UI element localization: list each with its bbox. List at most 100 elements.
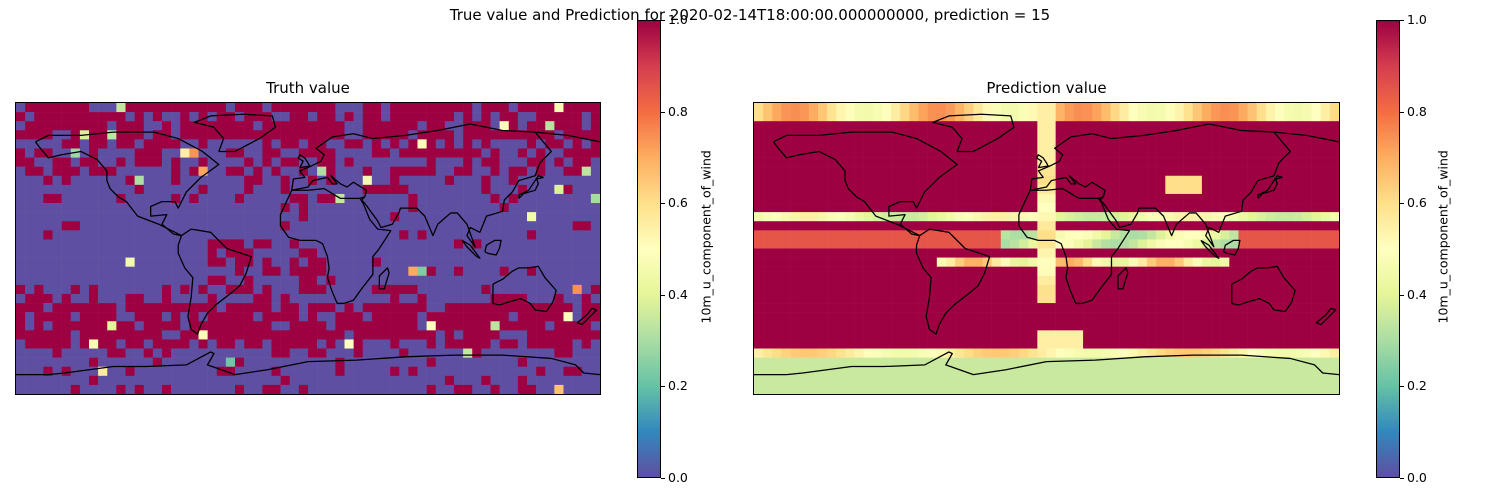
prediction-cell xyxy=(891,193,901,204)
truth-cell xyxy=(43,230,53,240)
prediction-cell xyxy=(1000,293,1011,304)
truth-cell xyxy=(508,148,519,158)
prediction-cell xyxy=(1192,148,1203,158)
truth-cell xyxy=(280,339,291,349)
truth-cell xyxy=(189,339,199,349)
truth-cell xyxy=(335,339,345,349)
truth-cell xyxy=(34,303,44,313)
truth-cell xyxy=(52,348,62,358)
prediction-cell xyxy=(1055,130,1066,140)
truth-cell xyxy=(89,193,99,204)
truth-cell xyxy=(253,384,263,394)
prediction-cell xyxy=(772,112,782,122)
colorbar-tick-label: 0.6 xyxy=(1407,195,1427,210)
truth-cell xyxy=(143,321,154,331)
prediction-cell xyxy=(1128,384,1139,394)
truth-cell xyxy=(171,275,181,286)
prediction-cell xyxy=(1128,348,1139,358)
truth-cell xyxy=(43,157,53,167)
truth-cell xyxy=(134,193,145,204)
prediction-cell xyxy=(827,130,837,140)
prediction-cell xyxy=(808,193,819,204)
truth-cell xyxy=(581,175,592,186)
prediction-cell xyxy=(1211,239,1221,249)
truth-cell xyxy=(16,357,26,367)
truth-cell xyxy=(527,275,537,286)
prediction-cell xyxy=(1046,248,1056,258)
truth-cell xyxy=(253,339,263,349)
prediction-cell xyxy=(1092,239,1102,249)
truth-cell xyxy=(435,139,446,149)
truth-cell xyxy=(289,193,300,204)
prediction-cell xyxy=(1128,175,1139,186)
truth-cell xyxy=(390,384,400,394)
prediction-cell xyxy=(1302,303,1312,313)
truth-coastline xyxy=(461,239,481,259)
truth-coastline xyxy=(378,267,390,290)
prediction-cell xyxy=(836,357,846,367)
prediction-cell xyxy=(918,375,928,386)
prediction-cell xyxy=(1265,148,1276,158)
prediction-cell xyxy=(763,148,773,158)
prediction-cell xyxy=(1265,175,1276,186)
truth-cell xyxy=(143,248,154,258)
prediction-cell xyxy=(1046,239,1056,249)
truth-cell xyxy=(298,221,309,231)
prediction-cell xyxy=(781,184,791,195)
truth-cell xyxy=(408,175,418,186)
prediction-cell xyxy=(1320,239,1331,249)
prediction-cell xyxy=(1211,184,1221,195)
prediction-cell xyxy=(973,130,983,140)
prediction-cell xyxy=(1073,212,1084,222)
truth-cell xyxy=(107,148,117,158)
truth-cell xyxy=(426,303,437,313)
truth-cell xyxy=(408,248,418,258)
truth-cell xyxy=(43,293,53,304)
prediction-cell xyxy=(1293,330,1303,340)
truth-cell xyxy=(162,303,172,313)
prediction-cell xyxy=(854,312,864,322)
truth-cell xyxy=(326,103,336,113)
truth-cell xyxy=(134,248,145,258)
truth-cell xyxy=(280,366,291,377)
truth-cell xyxy=(125,257,135,267)
truth-cell xyxy=(107,239,117,249)
truth-cell xyxy=(98,121,108,131)
truth-cell xyxy=(554,175,564,186)
prediction-cell xyxy=(1156,230,1166,240)
prediction-cell xyxy=(1000,303,1011,313)
truth-cell xyxy=(326,157,336,167)
prediction-cell xyxy=(881,103,892,113)
colorbar-tick-mark xyxy=(1400,112,1404,113)
truth-cell xyxy=(581,266,592,277)
prediction-cell xyxy=(1265,184,1276,195)
truth-cell xyxy=(435,148,446,158)
truth-cell xyxy=(143,275,154,286)
truth-cell xyxy=(572,275,583,286)
truth-cell xyxy=(189,121,199,131)
truth-cell xyxy=(180,166,190,177)
prediction-cell xyxy=(1019,148,1029,158)
truth-cell xyxy=(454,212,464,222)
truth-cell xyxy=(152,284,163,295)
truth-cell xyxy=(116,230,126,240)
prediction-cell xyxy=(1311,339,1321,349)
prediction-cell xyxy=(1110,175,1120,186)
prediction-cell xyxy=(1110,221,1120,231)
truth-cell xyxy=(454,257,464,267)
prediction-cell xyxy=(891,284,901,295)
truth-cell xyxy=(426,148,437,158)
truth-cell xyxy=(225,257,236,267)
truth-cell xyxy=(527,166,537,177)
prediction-cell xyxy=(1229,384,1239,394)
truth-cell xyxy=(280,321,291,331)
prediction-cell xyxy=(1028,130,1038,140)
truth-cell xyxy=(134,166,145,177)
prediction-cell xyxy=(1192,248,1203,258)
prediction-cell xyxy=(1073,248,1084,258)
prediction-cell xyxy=(936,266,947,277)
truth-cell xyxy=(107,157,117,167)
truth-cell xyxy=(426,166,437,177)
truth-cell xyxy=(508,121,519,131)
prediction-cell xyxy=(945,112,956,122)
